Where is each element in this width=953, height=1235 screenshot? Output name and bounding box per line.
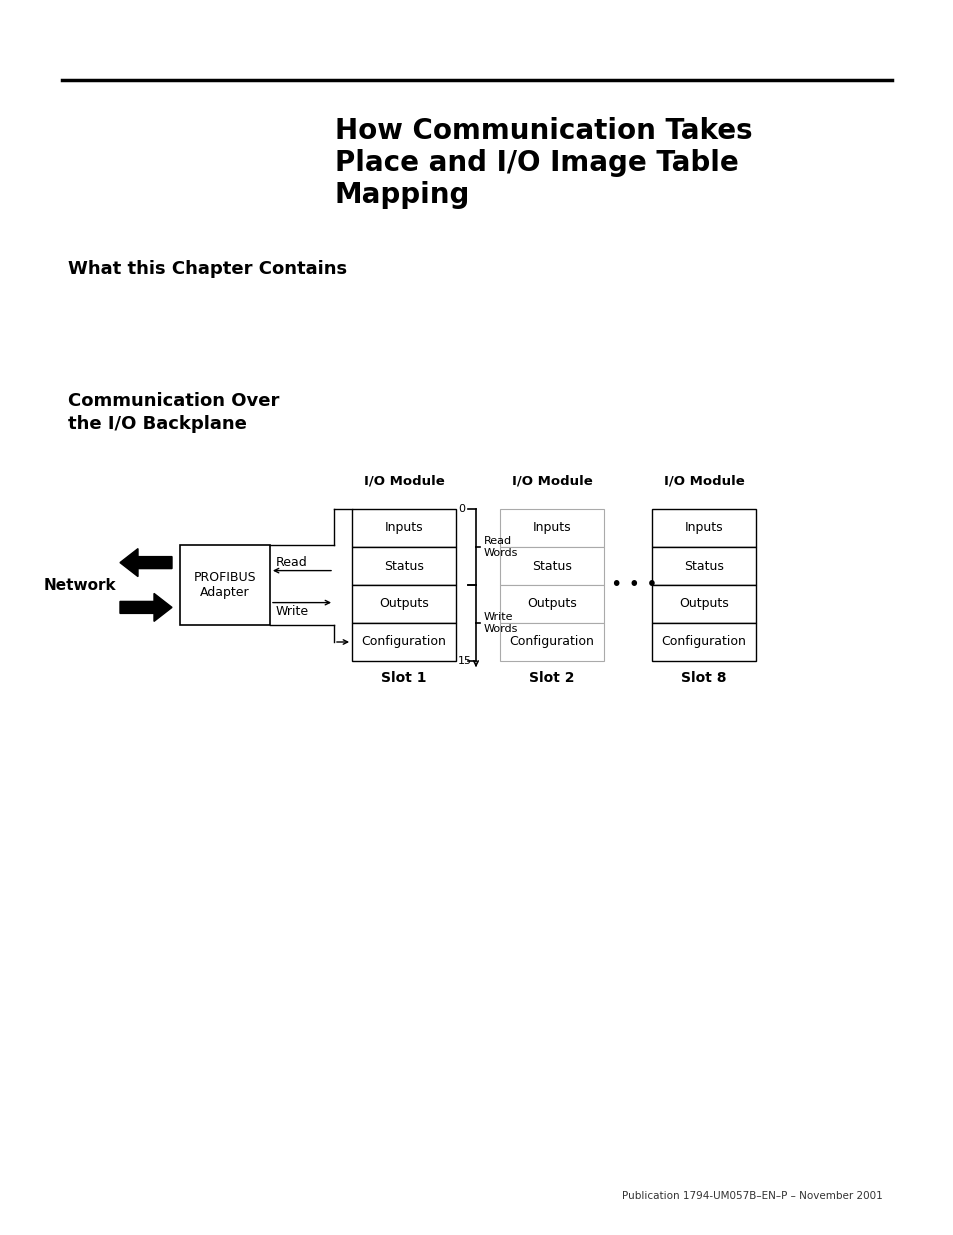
Bar — [352, 509, 456, 547]
Text: Communication Over: Communication Over — [68, 391, 279, 410]
Text: Outputs: Outputs — [527, 598, 577, 610]
Text: Configuration: Configuration — [660, 636, 745, 648]
Text: Slot 2: Slot 2 — [529, 671, 574, 685]
Text: Publication 1794-UM057B–EN–P – November 2001: Publication 1794-UM057B–EN–P – November … — [621, 1191, 882, 1200]
Text: Read
Words: Read Words — [483, 536, 517, 558]
Bar — [352, 622, 456, 661]
Text: Slot 1: Slot 1 — [381, 671, 426, 685]
Bar — [499, 509, 603, 547]
Text: How Communication Takes: How Communication Takes — [335, 117, 752, 144]
Text: Status: Status — [683, 559, 723, 573]
Text: Configuration: Configuration — [361, 636, 446, 648]
Text: PROFIBUS
Adapter: PROFIBUS Adapter — [193, 571, 256, 599]
Text: the I/O Backplane: the I/O Backplane — [68, 415, 247, 433]
Text: Slot 8: Slot 8 — [680, 671, 726, 685]
Text: 0: 0 — [457, 504, 464, 514]
Bar — [651, 509, 755, 547]
Text: Status: Status — [532, 559, 572, 573]
Bar — [499, 622, 603, 661]
Bar — [180, 545, 270, 625]
Text: Inputs: Inputs — [532, 521, 571, 535]
Text: Write
Words: Write Words — [483, 613, 517, 634]
Polygon shape — [120, 593, 172, 621]
Text: Outputs: Outputs — [378, 598, 429, 610]
Text: Status: Status — [384, 559, 423, 573]
Text: I/O Module: I/O Module — [511, 474, 592, 487]
Text: I/O Module: I/O Module — [663, 474, 743, 487]
Bar — [651, 585, 755, 622]
Text: What this Chapter Contains: What this Chapter Contains — [68, 261, 347, 278]
Text: Write: Write — [275, 605, 309, 618]
Text: Outputs: Outputs — [679, 598, 728, 610]
Text: Place and I/O Image Table: Place and I/O Image Table — [335, 149, 738, 177]
Text: Configuration: Configuration — [509, 636, 594, 648]
Text: Inputs: Inputs — [684, 521, 722, 535]
Bar — [499, 585, 603, 622]
Bar — [352, 585, 456, 622]
Bar — [651, 547, 755, 585]
Text: I/O Module: I/O Module — [363, 474, 444, 487]
Bar — [651, 622, 755, 661]
Bar — [352, 547, 456, 585]
Polygon shape — [120, 548, 172, 577]
Text: Inputs: Inputs — [384, 521, 423, 535]
Bar — [499, 547, 603, 585]
Text: Network: Network — [43, 578, 116, 593]
Text: Read: Read — [275, 556, 308, 568]
Text: Mapping: Mapping — [335, 182, 470, 209]
Text: • • •: • • • — [610, 576, 657, 594]
Text: 15: 15 — [457, 656, 472, 666]
